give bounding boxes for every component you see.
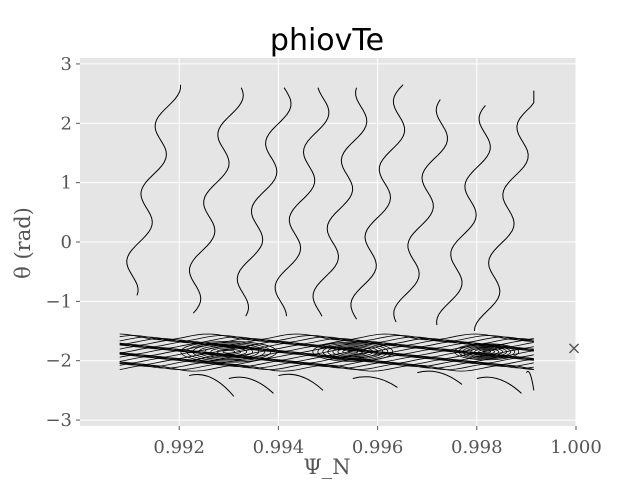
contour-line — [210, 347, 248, 357]
y-tick-label: −3 — [45, 410, 72, 431]
contour-line — [337, 347, 369, 356]
y-tick-label: −2 — [45, 351, 72, 372]
contour-line — [352, 376, 398, 388]
contour-line — [473, 90, 535, 332]
reference-marker: × — [566, 338, 581, 359]
contour-line — [470, 347, 504, 357]
contour-line — [180, 341, 278, 363]
contour-line — [119, 363, 534, 371]
y-axis-label: θ (rad) — [11, 207, 35, 279]
contour-line — [192, 343, 266, 361]
x-tick-label: 0.998 — [451, 437, 503, 458]
contour-line — [188, 374, 235, 397]
contour-line — [482, 350, 492, 354]
y-axis-ticks: −3 −2 −1 0 1 2 3 — [45, 54, 80, 431]
contour-line — [417, 370, 463, 385]
contour-line — [458, 344, 516, 360]
contour-line — [478, 349, 496, 355]
contour-line — [236, 87, 292, 317]
y-tick-label: 3 — [61, 54, 72, 75]
y-tick-label: −1 — [45, 291, 72, 312]
contour-line — [188, 87, 244, 314]
contour-line — [312, 341, 394, 362]
contour-line — [350, 84, 406, 320]
y-tick-label: 0 — [61, 232, 72, 253]
contour-line — [466, 346, 508, 358]
contour-line — [322, 344, 384, 360]
contour-line — [332, 346, 374, 358]
contour-line — [462, 345, 512, 359]
contour-line — [454, 343, 520, 361]
y-tick-label: 2 — [61, 113, 72, 134]
contour-line — [525, 370, 535, 391]
contour-line — [119, 333, 534, 341]
contour-line — [216, 348, 242, 355]
x-tick-label: 0.992 — [153, 437, 205, 458]
y-tick-label: 1 — [61, 173, 72, 194]
contour-lines — [119, 84, 535, 397]
contour-line — [198, 344, 260, 359]
contour-line — [126, 84, 181, 296]
x-tick-label: 1.000 — [550, 437, 602, 458]
contour-line — [327, 345, 379, 359]
contour-line — [347, 350, 359, 354]
contour-line — [436, 105, 491, 326]
x-axis-ticks: 0.992 0.994 0.996 0.998 1.000 — [153, 426, 602, 458]
grid-lines — [80, 58, 577, 426]
contour-line — [119, 348, 534, 356]
contour-line — [222, 350, 236, 354]
x-tick-label: 0.996 — [352, 437, 404, 458]
contour-line — [393, 99, 448, 323]
contour-line — [278, 373, 324, 391]
contour-line — [317, 343, 389, 361]
contour-line — [204, 346, 254, 358]
contour-line — [119, 335, 534, 342]
contour-line — [476, 376, 522, 394]
contour-line — [186, 342, 272, 362]
contour-line — [312, 87, 368, 317]
x-tick-label: 0.994 — [253, 437, 305, 458]
contour-line — [228, 376, 274, 394]
contour-line — [119, 358, 534, 366]
chart-title: phiovTe — [270, 23, 384, 58]
x-axis-label: Ψ_N — [303, 455, 350, 479]
contour-line — [342, 349, 364, 355]
contour-line — [119, 352, 534, 360]
contour-line — [274, 87, 330, 317]
contour-line — [474, 348, 500, 356]
